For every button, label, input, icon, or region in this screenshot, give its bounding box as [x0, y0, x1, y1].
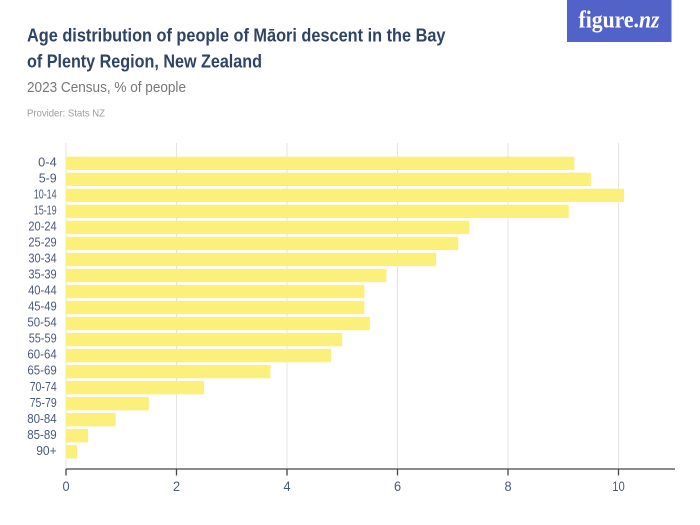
svg-text:Age distribution of people of: Age distribution of people of Māori desc… [27, 26, 446, 46]
svg-text:45-49: 45-49 [28, 300, 57, 314]
svg-text:70-74: 70-74 [30, 380, 57, 394]
svg-text:55-59: 55-59 [29, 332, 57, 346]
svg-text:6: 6 [394, 479, 401, 495]
svg-text:5-9: 5-9 [39, 171, 57, 185]
svg-text:25-29: 25-29 [28, 236, 56, 250]
svg-text:90+: 90+ [36, 444, 57, 458]
svg-text:0-4: 0-4 [38, 155, 57, 169]
svg-text:30-34: 30-34 [28, 252, 56, 266]
svg-text:10: 10 [612, 479, 625, 495]
svg-text:2: 2 [173, 479, 180, 495]
svg-text:35-39: 35-39 [28, 268, 56, 282]
svg-text:10-14: 10-14 [34, 187, 57, 201]
svg-text:65-69: 65-69 [27, 364, 56, 378]
svg-text:Provider: Stats NZ: Provider: Stats NZ [27, 109, 105, 120]
svg-text:60-64: 60-64 [27, 348, 56, 362]
svg-text:4: 4 [283, 479, 290, 495]
svg-text:15-19: 15-19 [34, 203, 57, 217]
svg-text:of Plenty Region, New Zealand: of Plenty Region, New Zealand [27, 51, 262, 71]
svg-text:85-89: 85-89 [27, 428, 57, 442]
svg-text:40-44: 40-44 [28, 284, 57, 298]
svg-text:2023 Census, % of people: 2023 Census, % of people [27, 79, 186, 96]
svg-text:8: 8 [504, 479, 511, 495]
svg-text:80-84: 80-84 [27, 412, 57, 426]
svg-text:20-24: 20-24 [28, 220, 56, 234]
svg-text:figure.nz: figure.nz [579, 7, 661, 33]
svg-text:50-54: 50-54 [27, 316, 56, 330]
svg-text:75-79: 75-79 [30, 396, 57, 410]
svg-text:0: 0 [62, 479, 69, 495]
